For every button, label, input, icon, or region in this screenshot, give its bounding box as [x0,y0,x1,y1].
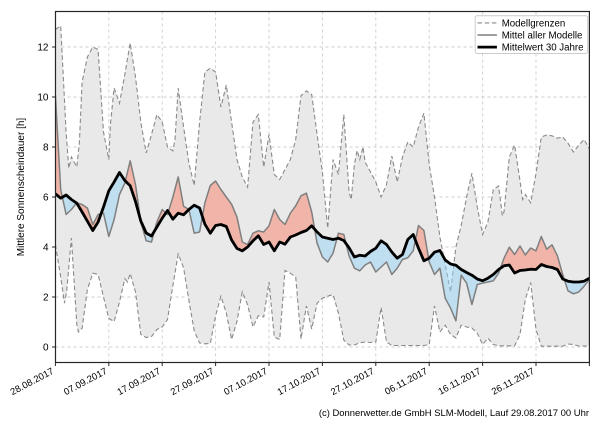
svg-text:(c) Donnerwetter.de GmbH SLM-M: (c) Donnerwetter.de GmbH SLM-Modell, Lau… [319,408,589,419]
svg-text:10: 10 [37,93,49,104]
svg-text:8: 8 [43,143,49,154]
svg-text:Mittelwert 30 Jahre: Mittelwert 30 Jahre [502,43,584,54]
svg-text:12: 12 [37,43,49,54]
svg-text:6: 6 [43,193,49,204]
svg-text:0: 0 [43,343,49,354]
svg-text:Modellgrenzen: Modellgrenzen [502,18,566,29]
svg-text:4: 4 [43,243,49,254]
svg-text:2: 2 [43,293,49,304]
svg-text:Mittlere Sonnenscheindauer [h]: Mittlere Sonnenscheindauer [h] [16,118,27,257]
svg-text:Mittel aller Modelle: Mittel aller Modelle [502,30,583,41]
